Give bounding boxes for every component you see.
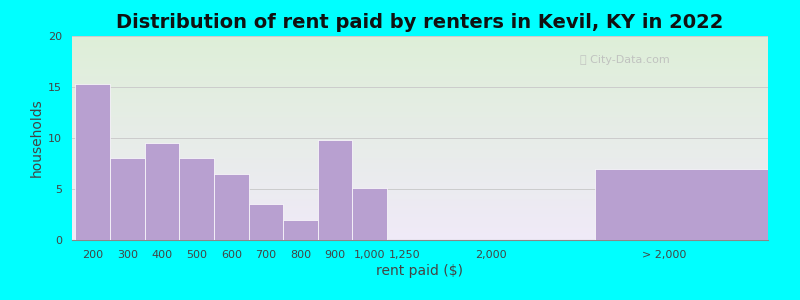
Bar [595, 169, 768, 240]
Title: Distribution of rent paid by renters in Kevil, KY in 2022: Distribution of rent paid by renters in … [116, 13, 724, 32]
Bar [318, 140, 353, 240]
Bar [75, 84, 110, 240]
Bar [110, 158, 145, 240]
Text: ⓘ City-Data.com: ⓘ City-Data.com [580, 56, 670, 65]
Y-axis label: households: households [30, 99, 44, 177]
Bar [214, 174, 249, 240]
X-axis label: rent paid ($): rent paid ($) [377, 264, 463, 278]
Bar [145, 143, 179, 240]
Bar [179, 158, 214, 240]
Bar [249, 204, 283, 240]
Bar [353, 188, 387, 240]
Bar [283, 220, 318, 240]
